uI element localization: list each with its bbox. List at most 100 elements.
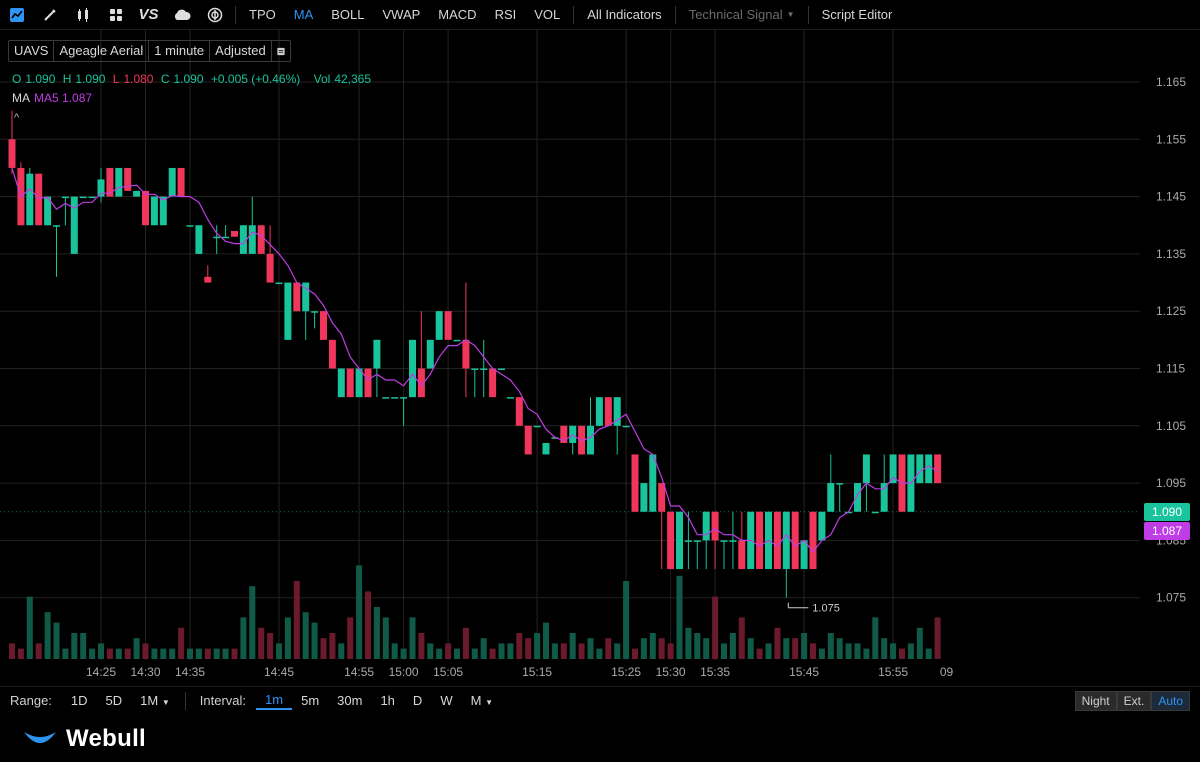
volume-bar [258,627,265,659]
interval-m-label: M [470,693,482,708]
candle-body [115,167,123,197]
candle-body [773,511,781,570]
script-editor-button[interactable]: Script Editor [821,7,893,22]
ext-mode-button[interactable]: Ext. [1116,691,1152,711]
volume-bar [80,633,87,659]
range-1m-label: 1M [140,693,159,708]
time-tick-label: 15:55 [878,665,908,679]
candle-body [925,454,933,484]
draw-icon[interactable] [33,0,66,30]
candle-body [346,368,354,398]
volume-bar [614,643,621,659]
tab-vwap[interactable]: VWAP [382,7,421,22]
volume-bar [934,617,941,659]
volume-bar [649,633,656,659]
tab-vol[interactable]: VOL [534,7,561,22]
candle-body [337,368,345,398]
menu-icon[interactable] [272,41,290,61]
price-tick-label: 1.095 [1156,476,1186,490]
ma-price-badge: 1.087 [1144,521,1190,540]
dollar-icon[interactable] [198,0,231,30]
candle-body [106,167,114,197]
collapse-icon[interactable]: ^ [14,112,20,124]
time-tick-label: 15:45 [789,665,819,679]
volume-bar [267,633,274,659]
candle-body [400,397,408,399]
volume-bar [284,617,291,659]
interval-1h[interactable]: 1h [380,693,395,708]
volume-bar [53,622,60,659]
interval-d[interactable]: D [412,693,423,708]
range-1m-dropdown[interactable]: 1M ▼ [131,693,179,708]
volume-bar [106,648,113,659]
candle-body [676,511,683,570]
candles-icon[interactable] [66,0,99,30]
candle-body [800,540,808,570]
candle-body [133,190,141,197]
grid-icon[interactable] [99,0,132,30]
volume-bar [694,633,701,659]
ma-legend[interactable]: MA MA5 1.087 [12,91,92,105]
price-chart[interactable]: 1.0751.0851.0951.1051.1151.1251.1351.145… [0,30,1200,684]
candle-body [658,483,666,512]
range-1d[interactable]: 1D [70,693,88,708]
interval-m-dropdown[interactable]: M ▼ [462,693,502,708]
tab-ma[interactable]: MA [293,7,314,22]
range-5d[interactable]: 5D [105,693,123,708]
tab-macd[interactable]: MACD [438,7,477,22]
brand-name: Webull [66,725,147,752]
range-bar: Range: 1D 5D 1M ▼ Interval: 1m 5m 30m 1h… [0,686,1200,714]
volume-bar [17,648,24,659]
interval-30m[interactable]: 30m [337,693,363,708]
candle-body [693,540,701,542]
volume-bar [151,648,158,659]
candle-body [542,442,550,455]
candle-body [782,511,790,570]
all-indicators-button[interactable]: All Indicators [587,7,662,22]
candle-body [417,368,425,398]
night-mode-button[interactable]: Night [1074,691,1117,711]
candle-body [364,368,372,398]
interval-5m[interactable]: 5m [301,693,320,708]
candle-body [248,225,256,254]
low-value: 1.080 [123,72,154,86]
candle-body [8,139,16,168]
technical-signal-dropdown[interactable]: Technical Signal ▼ [680,0,804,30]
volume-bar [480,638,487,659]
candle-body [426,339,434,369]
volume-bar [925,648,932,659]
candle-body [471,368,479,370]
time-tick-label: 15:30 [656,665,686,679]
chart-icon[interactable] [0,0,33,30]
vs-icon[interactable]: VS [132,0,165,30]
volume-bar [471,648,478,659]
candle-body [729,540,737,542]
volume-bar [160,648,167,659]
ticker-label[interactable]: UAVS [9,41,55,61]
volume-bar [213,648,220,659]
volume-bar [62,648,69,659]
last-price-badge: 1.090 [1144,502,1190,521]
volume-bar [418,633,425,659]
volume-bar [623,581,630,659]
candle-body [257,225,265,254]
candle-body [756,511,764,570]
volume-bar [587,638,594,659]
candle-body [124,167,132,191]
cloud-icon[interactable] [165,0,198,30]
volume-bar [204,648,211,659]
tab-rsi[interactable]: RSI [494,7,517,22]
tab-boll[interactable]: BOLL [331,7,365,22]
interval-label[interactable]: 1 minute [149,41,211,61]
interval-w[interactable]: W [440,693,453,708]
time-tick-label: 15:05 [433,665,463,679]
candle-body [836,483,844,485]
vs-label: VS [138,6,159,23]
tab-tpo[interactable]: TPO [249,7,276,22]
candle-body [684,540,692,542]
volume-bar [667,643,674,659]
adjustment-label[interactable]: Adjusted [210,41,272,61]
auto-mode-button[interactable]: Auto [1151,691,1190,711]
interval-1m[interactable]: 1m [256,692,293,710]
volume-bar [249,586,256,659]
